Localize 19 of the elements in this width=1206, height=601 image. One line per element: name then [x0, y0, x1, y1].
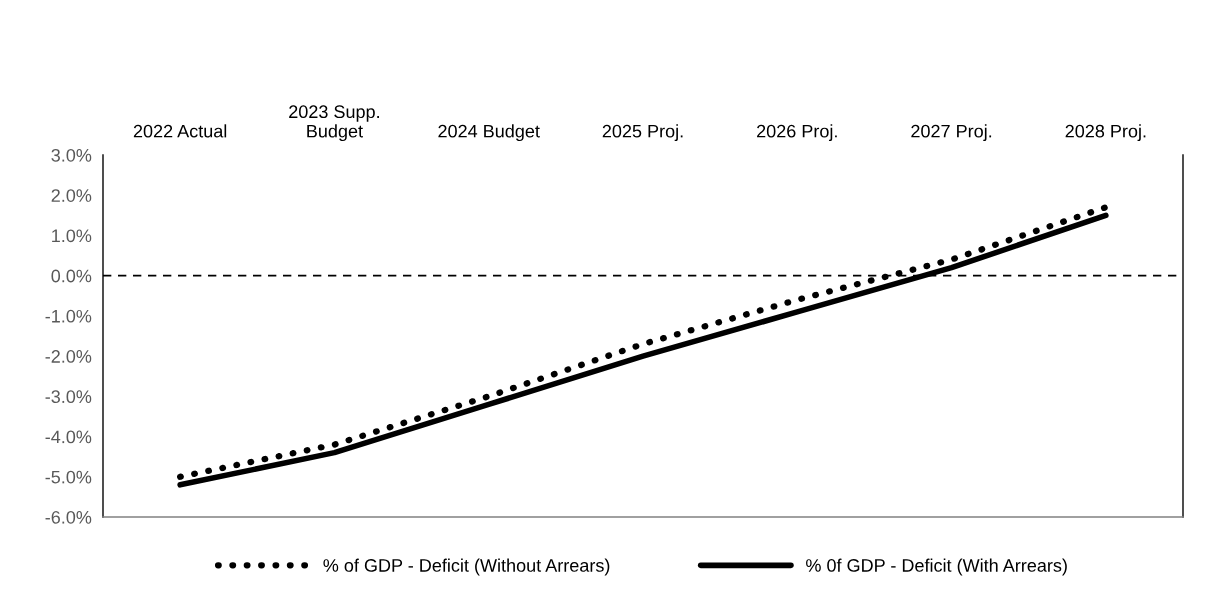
y-tick-label: 1.0%: [52, 229, 92, 243]
legend-label: % 0f GDP - Deficit (With Arrears): [806, 558, 1067, 576]
y-tick-label: -4.0%: [45, 430, 92, 444]
y-tick-label: -1.0%: [45, 309, 92, 323]
y-tick-label: 3.0%: [51, 148, 92, 162]
y-tick-label: -5.0%: [45, 470, 92, 484]
x-tick-label: 2027 Proj.: [911, 124, 992, 142]
y-tick-label: -6.0%: [45, 510, 92, 524]
x-tick-label: 2028 Proj.: [1065, 124, 1146, 142]
x-tick-label: 2022 Actual: [133, 124, 227, 138]
y-tick-label: -3.0%: [45, 390, 92, 404]
x-tick-label: 2023 Supp. Budget: [289, 105, 379, 142]
y-tick-label: 2.0%: [51, 189, 92, 202]
x-tick-label: 2024 Budget: [438, 124, 540, 142]
y-tick-label: 0.0%: [51, 269, 92, 283]
y-tick-label: -2.0%: [45, 350, 92, 363]
x-tick-label: 2025 Proj.: [602, 124, 683, 142]
legend-label: % of GDP - Deficit (Without Arrears): [323, 558, 610, 576]
x-tick-label: 2026 Proj.: [757, 124, 837, 142]
